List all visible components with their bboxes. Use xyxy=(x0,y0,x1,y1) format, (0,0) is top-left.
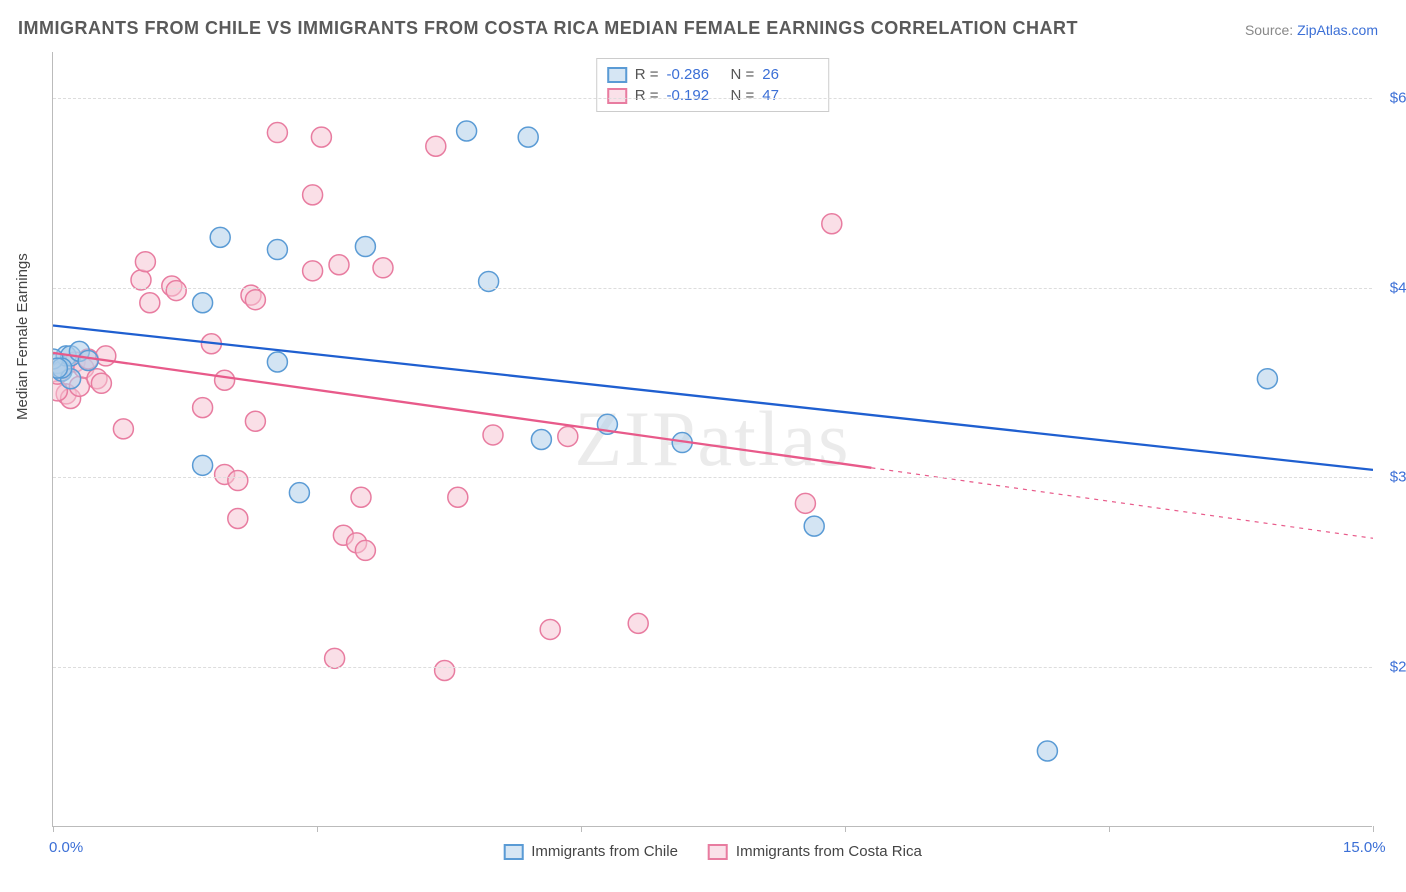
data-point xyxy=(518,127,538,147)
data-point xyxy=(193,455,213,475)
data-point xyxy=(210,227,230,247)
data-point xyxy=(166,281,186,301)
gridline-h xyxy=(53,98,1372,99)
data-point xyxy=(325,648,345,668)
data-point xyxy=(78,350,98,370)
data-point xyxy=(531,430,551,450)
source-prefix: Source: xyxy=(1245,22,1297,38)
y-tick-label: $22,500 xyxy=(1390,659,1406,676)
data-point xyxy=(215,370,235,390)
x-tick xyxy=(581,826,582,832)
data-point xyxy=(329,255,349,275)
legend-series-item: Immigrants from Chile xyxy=(503,843,678,860)
source-attribution: Source: ZipAtlas.com xyxy=(1245,22,1378,38)
data-point xyxy=(355,540,375,560)
chart-svg xyxy=(53,52,1373,827)
data-point xyxy=(311,127,331,147)
legend-swatch xyxy=(503,844,523,860)
data-point xyxy=(135,252,155,272)
legend-swatch xyxy=(607,67,627,83)
data-point xyxy=(91,373,111,393)
data-point xyxy=(303,185,323,205)
data-point xyxy=(245,290,265,310)
x-tick xyxy=(845,826,846,832)
x-tick xyxy=(317,826,318,832)
n-label: N = xyxy=(731,87,755,104)
data-point xyxy=(1257,369,1277,389)
chart-plot-area: ZIPatlas R =-0.286N =26R =-0.192N =47 Im… xyxy=(52,52,1372,827)
data-point xyxy=(795,493,815,513)
source-link[interactable]: ZipAtlas.com xyxy=(1297,22,1378,38)
data-point xyxy=(1037,741,1057,761)
chart-title: IMMIGRANTS FROM CHILE VS IMMIGRANTS FROM… xyxy=(18,18,1078,39)
r-value: -0.192 xyxy=(667,87,723,104)
data-point xyxy=(53,358,67,378)
data-point xyxy=(558,426,578,446)
n-label: N = xyxy=(731,66,755,83)
data-point xyxy=(96,346,116,366)
data-point xyxy=(193,398,213,418)
data-point xyxy=(448,487,468,507)
legend-series: Immigrants from Chile Immigrants from Cos… xyxy=(503,843,922,860)
gridline-h xyxy=(53,477,1372,478)
data-point xyxy=(303,261,323,281)
x-tick xyxy=(1109,826,1110,832)
legend-correlation-row: R = -0.192 N = 47 xyxy=(607,85,819,106)
data-point xyxy=(351,487,371,507)
data-point xyxy=(628,613,648,633)
data-point xyxy=(289,483,309,503)
r-label: R = xyxy=(635,66,659,83)
legend-swatch xyxy=(708,844,728,860)
data-point xyxy=(245,411,265,431)
n-value: 47 xyxy=(762,87,818,104)
n-value: 26 xyxy=(762,66,818,83)
y-tick-label: $60,000 xyxy=(1390,89,1406,106)
legend-correlation-row: R = -0.286 N = 26 xyxy=(607,64,819,85)
data-point xyxy=(267,123,287,143)
data-point xyxy=(355,237,375,257)
regression-line xyxy=(53,326,1373,470)
data-point xyxy=(435,660,455,680)
data-point xyxy=(267,240,287,260)
data-point xyxy=(804,516,824,536)
gridline-h xyxy=(53,288,1372,289)
data-point xyxy=(426,136,446,156)
data-point xyxy=(483,425,503,445)
data-point xyxy=(373,258,393,278)
data-point xyxy=(140,293,160,313)
x-tick xyxy=(53,826,54,832)
x-tick xyxy=(1373,826,1374,832)
y-axis-label: Median Female Earnings xyxy=(14,253,31,420)
data-point xyxy=(267,352,287,372)
legend-swatch xyxy=(607,88,627,104)
gridline-h xyxy=(53,667,1372,668)
legend-series-item: Immigrants from Costa Rica xyxy=(708,843,922,860)
data-point xyxy=(822,214,842,234)
data-point xyxy=(228,471,248,491)
x-tick-label: 0.0% xyxy=(49,839,83,856)
legend-correlation-box: R = -0.286 N = 26 R = -0.192 N = 47 xyxy=(596,58,830,112)
legend-series-label: Immigrants from Chile xyxy=(531,843,678,860)
r-value: -0.286 xyxy=(667,66,723,83)
data-point xyxy=(457,121,477,141)
x-tick-label: 15.0% xyxy=(1343,839,1386,856)
data-point xyxy=(113,419,133,439)
y-tick-label: $35,000 xyxy=(1390,469,1406,486)
data-point xyxy=(228,509,248,529)
data-point xyxy=(540,619,560,639)
y-tick-label: $47,500 xyxy=(1390,279,1406,296)
data-point xyxy=(193,293,213,313)
legend-series-label: Immigrants from Costa Rica xyxy=(736,843,922,860)
r-label: R = xyxy=(635,87,659,104)
